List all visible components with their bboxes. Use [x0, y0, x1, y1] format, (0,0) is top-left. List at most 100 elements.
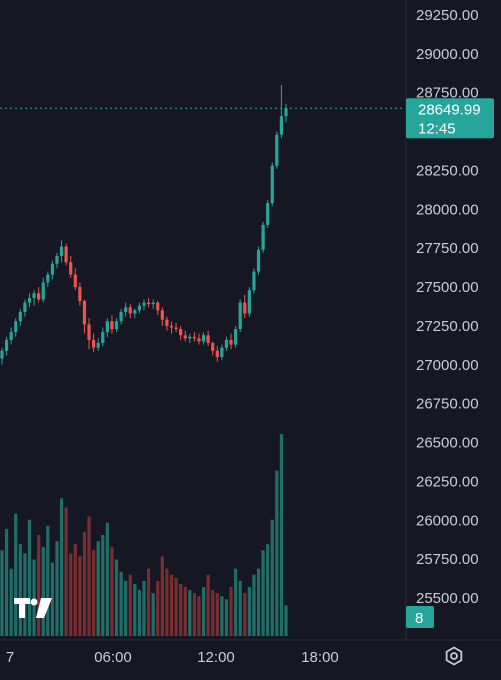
- candle: [128, 304, 132, 319]
- candle-body: [211, 343, 215, 351]
- price-tick: 27250.00: [416, 318, 479, 335]
- candle: [18, 308, 22, 326]
- volume-bar: [0, 550, 4, 636]
- candle: [160, 307, 164, 326]
- candle-body: [105, 321, 109, 333]
- last-price-badge-bg: [406, 98, 494, 139]
- candle: [14, 318, 18, 337]
- candle-body: [55, 255, 59, 264]
- candle-body: [124, 307, 128, 312]
- volume-bar: [201, 587, 206, 636]
- volume-bar: [4, 528, 9, 636]
- candle-body: [59, 246, 64, 256]
- price-tick: 25500.00: [416, 590, 479, 607]
- candle-body: [137, 305, 142, 311]
- candle-body: [110, 321, 114, 330]
- candle-body: [64, 246, 68, 263]
- volume-bar: [96, 541, 100, 636]
- candle-body: [23, 302, 27, 312]
- candle-body: [87, 324, 91, 340]
- volume-bar: [174, 577, 178, 636]
- volume-bar: [32, 559, 36, 636]
- candle-body: [192, 336, 196, 339]
- candle-body: [142, 302, 146, 306]
- volume-bar: [69, 553, 73, 636]
- price-axis[interactable]: 29250.00 29000.00 28750.00 28250.00 28000.00…: [416, 7, 479, 607]
- volume-bar: [55, 541, 59, 636]
- tradingview-logo[interactable]: [14, 598, 52, 618]
- candle: [37, 287, 41, 303]
- time-tick: 06:00: [94, 649, 132, 666]
- candle-body: [4, 339, 9, 351]
- candle: [50, 260, 54, 280]
- candle: [238, 299, 242, 333]
- volume-bar: [243, 593, 247, 636]
- candle: [192, 332, 196, 342]
- candle-body: [69, 262, 73, 275]
- candle-body: [41, 282, 45, 300]
- candle: [206, 330, 210, 347]
- candle-body: [0, 350, 4, 359]
- candle-body: [37, 293, 41, 300]
- candle-body: [78, 287, 82, 302]
- candle: [73, 268, 77, 291]
- candle-body: [101, 332, 105, 344]
- candle-body: [96, 343, 100, 348]
- candle: [215, 346, 219, 362]
- candle-body: [73, 274, 77, 288]
- candle: [96, 338, 100, 351]
- volume-bar: [266, 544, 270, 636]
- candle: [82, 299, 87, 334]
- time-tick: 12:00: [197, 649, 235, 666]
- gear-icon[interactable]: [445, 646, 463, 666]
- candle: [119, 308, 123, 325]
- volume-bar: [156, 580, 160, 636]
- candle: [0, 347, 4, 365]
- candle-body: [206, 335, 210, 344]
- price-tick: 26500.00: [416, 435, 479, 452]
- volume-bar: [101, 535, 105, 636]
- candle-body: [14, 321, 18, 333]
- candle: [188, 333, 192, 344]
- candle: [229, 333, 233, 350]
- candle: [64, 243, 68, 266]
- candle: [59, 240, 64, 263]
- candle: [69, 255, 73, 278]
- candle: [252, 268, 256, 294]
- candle: [179, 325, 183, 340]
- price-tick: 28000.00: [416, 201, 479, 218]
- price-tick: 26000.00: [416, 512, 479, 529]
- logo-dot: [30, 598, 38, 606]
- volume-bar: [197, 596, 201, 636]
- candle: [4, 336, 9, 356]
- candles: [0, 84, 288, 365]
- candle-body: [179, 329, 183, 336]
- volume-bar: [92, 550, 96, 636]
- volume-bar: [50, 562, 54, 636]
- candle-body: [128, 307, 132, 314]
- volume-bar: [9, 568, 13, 636]
- volume-bar: [151, 593, 155, 636]
- candle-body: [183, 335, 187, 339]
- candle-body: [82, 301, 87, 325]
- time-axis[interactable]: 7 06:00 12:00 18:00: [6, 649, 339, 666]
- candle-body: [32, 293, 36, 298]
- candle: [41, 277, 45, 303]
- candle-body: [133, 310, 137, 314]
- volume-bar: [261, 550, 265, 636]
- volume-bar: [114, 559, 119, 636]
- candle: [137, 302, 142, 314]
- price-tick: 28750.00: [416, 85, 479, 102]
- volume-bar: [179, 583, 183, 636]
- candle-body: [18, 311, 22, 322]
- candle-body: [234, 329, 238, 345]
- volume-bar: [64, 507, 68, 636]
- candle: [101, 327, 105, 347]
- last-price-value: 28649.99: [418, 101, 481, 118]
- volume-bar: [46, 525, 50, 636]
- volume-bar: [229, 587, 233, 636]
- price-tick: 27750.00: [416, 240, 479, 257]
- time-tick: 7: [6, 649, 14, 666]
- volume-bar: [247, 587, 251, 636]
